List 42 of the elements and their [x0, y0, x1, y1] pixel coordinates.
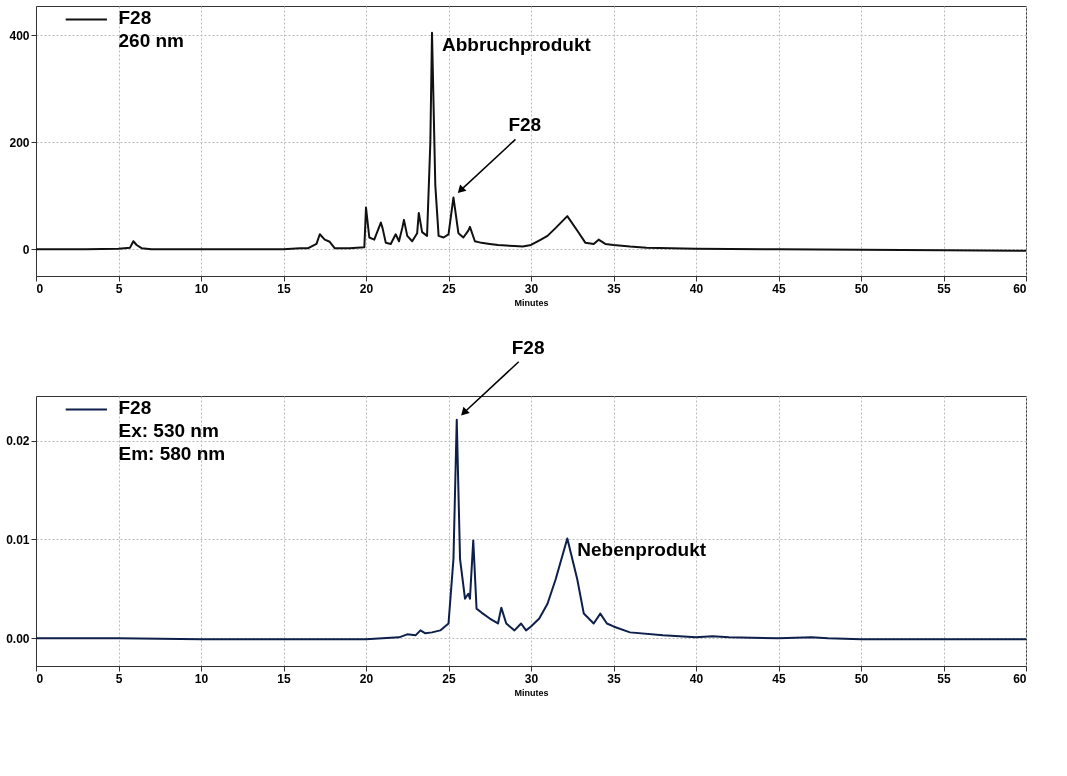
- x-tick-label: 50: [854, 671, 869, 686]
- line-series: [36, 418, 1026, 641]
- x-tick-label: 25: [442, 281, 456, 296]
- x-tick-label: 10: [194, 281, 209, 296]
- x-tick-label: 5: [115, 281, 123, 296]
- x-tick-label: 45: [772, 281, 786, 296]
- y-tick-label: 0: [22, 242, 30, 257]
- x-tick-label: 35: [607, 671, 621, 686]
- x-tick-label: 20: [359, 281, 374, 296]
- x-tick-label: 60: [1013, 281, 1027, 296]
- annotation: F28: [511, 336, 545, 358]
- x-tick-label: 15: [277, 281, 291, 296]
- x-tick-label: 45: [772, 671, 786, 686]
- x-tick-label: 35: [607, 281, 621, 296]
- legend-label: F28 260 nm: [118, 6, 184, 51]
- annotation: Nebenprodukt: [577, 539, 707, 561]
- annotation: F28: [508, 114, 542, 136]
- x-tick-label: 0: [36, 671, 44, 686]
- annotation: Abbruchprodukt: [442, 33, 592, 55]
- x-tick-label: 40: [689, 671, 704, 686]
- x-tick-label: 55: [937, 281, 951, 296]
- x-tick-label: 5: [115, 671, 123, 686]
- y-tick-label: 0.02: [6, 434, 30, 449]
- x-tick-label: 25: [442, 671, 456, 686]
- x-axis-title: Minutes: [514, 687, 549, 698]
- y-tick-label: 200: [9, 135, 30, 150]
- x-tick-label: 20: [359, 671, 374, 686]
- x-tick-label: 0: [36, 281, 44, 296]
- y-tick-label: 400: [9, 28, 30, 43]
- y-tick-label: 0.01: [6, 532, 30, 547]
- legend-label: F28 Ex: 530 nm Em: 580 nm: [118, 396, 226, 464]
- x-tick-label: 55: [937, 671, 951, 686]
- x-tick-label: 40: [689, 281, 704, 296]
- x-axis-title: Minutes: [514, 297, 549, 308]
- x-tick-label: 10: [194, 671, 209, 686]
- line-series: [36, 31, 1026, 252]
- y-tick-label: 0.00: [6, 631, 30, 646]
- x-tick-label: 15: [277, 671, 291, 686]
- x-tick-label: 30: [524, 281, 539, 296]
- x-tick-label: 60: [1013, 671, 1027, 686]
- x-tick-label: 50: [854, 281, 869, 296]
- x-tick-label: 30: [524, 671, 539, 686]
